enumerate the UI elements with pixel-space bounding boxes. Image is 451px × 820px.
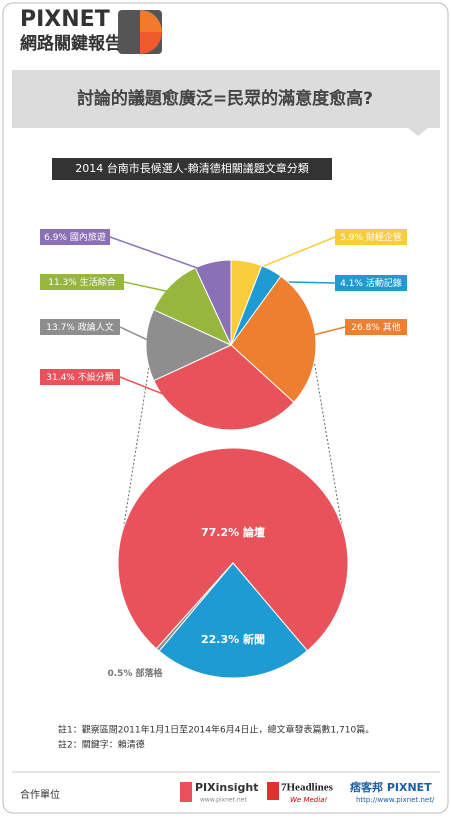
logo: 痞客邦 PIXNET	[350, 780, 432, 794]
category-label: 生活綜合	[80, 276, 116, 288]
category-label: 論壇	[243, 525, 265, 539]
leader-line	[119, 376, 221, 418]
charts: 5.9% 財經企管 4.1% 活動記錄 26.8% 其他 31.4% 不設分類 13.7…	[40, 229, 407, 679]
category-label: 不設分類	[78, 371, 114, 383]
value-label: 4.1%	[340, 279, 363, 289]
label-box	[40, 274, 124, 290]
slice-label: 4.1% 活動記錄	[340, 277, 402, 289]
title-band	[12, 70, 440, 136]
subbrand: 網路關鍵報告	[20, 33, 122, 54]
category-label: 活動記錄	[366, 277, 402, 289]
slice-label: 26.8% 其他	[351, 321, 400, 333]
logo-mark	[267, 782, 279, 800]
leader-line	[302, 326, 346, 339]
value-label: 5.9%	[340, 233, 363, 243]
category-label: 新聞	[243, 632, 265, 646]
value-label: 26.8%	[351, 323, 380, 333]
title: 討論的議題愈廣泛=民眾的滿意度愈高?	[77, 88, 373, 109]
label-box	[335, 275, 407, 291]
label-box	[335, 229, 407, 245]
pie-slice	[158, 562, 309, 679]
value-label: 22.3%	[201, 633, 239, 646]
subtitle: 2014 台南市長候選人-賴清德相關議題文章分類	[75, 161, 308, 175]
category-label: 部落格	[136, 667, 164, 679]
pie-slice	[230, 275, 317, 403]
slice-label: 11.3% 生活綜合	[48, 276, 115, 288]
label-box	[40, 369, 120, 385]
note: 註2：關鍵字：賴清德	[58, 739, 145, 751]
logo-tag: We Media!	[290, 796, 327, 804]
value-label: 11.3%	[48, 278, 77, 288]
slice-label: 5.9% 財經企管	[340, 231, 402, 243]
slice-label: 0.5% 部落格	[107, 667, 163, 679]
value-label: 77.2%	[201, 526, 239, 539]
pie-slice	[155, 562, 234, 652]
slice-label: 6.9% 國內旅遊	[44, 231, 106, 243]
leader-line	[244, 236, 336, 275]
logo: PIXinsight	[195, 781, 259, 794]
pie-slice	[145, 309, 233, 382]
logo-icon	[118, 10, 162, 54]
slice-label: 77.2% 論壇	[201, 525, 265, 539]
logo: 7Headlines	[281, 782, 334, 794]
value-label: 0.5%	[107, 669, 132, 679]
value-label: 6.9%	[44, 233, 67, 243]
logo-url: www.pixnet.net	[200, 797, 247, 804]
slice-label: 13.7% 政論人文	[46, 321, 113, 333]
subtitle-band	[52, 158, 332, 180]
brand: PIXNET	[20, 7, 110, 32]
category-label: 政論人文	[78, 321, 114, 333]
leader-line	[119, 326, 160, 346]
label-box	[40, 319, 120, 335]
logo-url: http://www.pixnet.net/	[356, 796, 435, 804]
slice-label: 22.3% 新聞	[201, 632, 265, 646]
category-label: 國內旅遊	[70, 231, 106, 243]
footer-label: 合作單位	[20, 788, 60, 801]
value-label: 13.7%	[46, 323, 75, 333]
pie-slice	[117, 447, 349, 652]
label-box	[40, 229, 110, 245]
logo-mark	[180, 782, 192, 802]
pie-slice	[153, 344, 295, 431]
value-label: 31.4%	[46, 373, 75, 383]
leader-line	[123, 281, 180, 295]
category-label: 其他	[383, 321, 401, 333]
leader-line	[109, 236, 216, 276]
label-box	[345, 319, 407, 335]
category-label: 財經企管	[366, 231, 402, 243]
note: 註1：觀察區間2011年1月1日至2014年6月4日止，總文章發表篇數1,710…	[58, 724, 374, 736]
slice-label: 31.4% 不設分類	[46, 371, 113, 383]
